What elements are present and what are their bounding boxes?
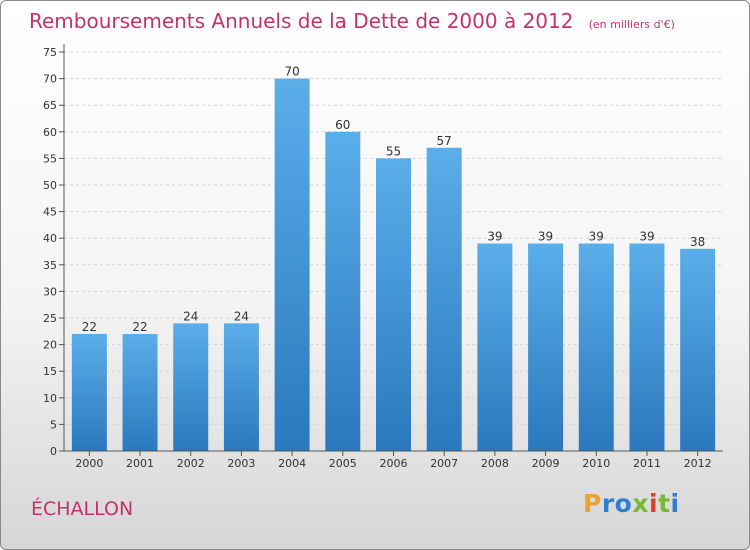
y-tick-label: 0 bbox=[50, 445, 57, 458]
x-tick-label: 2006 bbox=[380, 457, 408, 470]
data-label: 60 bbox=[335, 118, 350, 132]
x-tick-label: 2007 bbox=[430, 457, 458, 470]
y-tick-label: 60 bbox=[43, 126, 57, 139]
bar bbox=[578, 243, 614, 451]
data-label: 39 bbox=[639, 230, 654, 244]
y-tick-label: 15 bbox=[43, 365, 57, 378]
bar bbox=[71, 333, 107, 451]
bar-layer bbox=[71, 78, 716, 452]
data-label: 39 bbox=[589, 230, 604, 244]
bar bbox=[274, 78, 310, 451]
data-label: 22 bbox=[132, 320, 147, 334]
y-tick-label: 75 bbox=[43, 46, 57, 59]
axis-layer: 0 5 10 15 20 25 30 35 40 45 50 55 60 65 70 75 22 2000 22 20… bbox=[43, 44, 723, 470]
x-tick-label: 2008 bbox=[481, 457, 509, 470]
y-tick-label: 45 bbox=[43, 206, 57, 219]
data-label: 24 bbox=[234, 309, 249, 323]
proxiti-logo: Proxiti bbox=[583, 489, 680, 518]
data-label: 39 bbox=[538, 230, 553, 244]
y-tick-label: 10 bbox=[43, 392, 57, 405]
x-tick-label: 2000 bbox=[75, 457, 103, 470]
y-tick-label: 40 bbox=[43, 232, 57, 245]
data-label: 38 bbox=[690, 235, 705, 249]
x-tick-label: 2012 bbox=[684, 457, 712, 470]
bar bbox=[173, 323, 209, 451]
x-tick-label: 2005 bbox=[329, 457, 357, 470]
logo-letter: t bbox=[658, 489, 671, 518]
chart-subtitle: (en milliers d'€) bbox=[588, 18, 675, 31]
x-tick-label: 2010 bbox=[582, 457, 610, 470]
bar bbox=[376, 158, 411, 451]
bar bbox=[528, 243, 564, 451]
data-label: 70 bbox=[284, 65, 299, 79]
y-tick-label: 50 bbox=[43, 179, 57, 192]
data-label: 22 bbox=[82, 320, 97, 334]
y-tick-label: 65 bbox=[43, 99, 57, 112]
y-tick-label: 20 bbox=[43, 339, 57, 352]
logo-letter: i bbox=[670, 489, 680, 518]
bar bbox=[223, 323, 259, 451]
y-tick-label: 55 bbox=[43, 152, 57, 165]
bar bbox=[325, 131, 361, 452]
title-line: Remboursements Annuels de la Dette de 20… bbox=[29, 9, 675, 33]
bar bbox=[477, 243, 513, 451]
chart-title: Remboursements Annuels de la Dette de 20… bbox=[29, 9, 574, 33]
y-tick-label: 5 bbox=[50, 418, 57, 431]
logo-letter: i bbox=[649, 489, 659, 518]
data-label: 57 bbox=[437, 134, 452, 148]
bar bbox=[122, 333, 158, 451]
y-tick-label: 25 bbox=[43, 312, 57, 325]
logo-letter: r bbox=[601, 489, 615, 518]
x-tick-label: 2003 bbox=[227, 457, 255, 470]
x-tick-label: 2004 bbox=[278, 457, 306, 470]
x-tick-label: 2002 bbox=[177, 457, 205, 470]
logo-letter: o bbox=[614, 489, 633, 518]
x-tick-label: 2011 bbox=[633, 457, 661, 470]
commune-name: ÉCHALLON bbox=[31, 498, 134, 520]
y-tick-label: 30 bbox=[43, 285, 57, 298]
bar bbox=[680, 248, 716, 451]
data-label: 55 bbox=[386, 144, 401, 158]
bar bbox=[629, 243, 665, 451]
data-label: 39 bbox=[487, 230, 502, 244]
logo-letter: P bbox=[583, 489, 602, 518]
x-tick-label: 2009 bbox=[532, 457, 560, 470]
bar bbox=[426, 147, 462, 451]
y-tick-label: 35 bbox=[43, 259, 57, 272]
y-tick-label: 70 bbox=[43, 73, 57, 86]
x-tick-label: 2001 bbox=[126, 457, 154, 470]
data-label: 24 bbox=[183, 309, 198, 323]
logo-letter: x bbox=[632, 489, 649, 518]
